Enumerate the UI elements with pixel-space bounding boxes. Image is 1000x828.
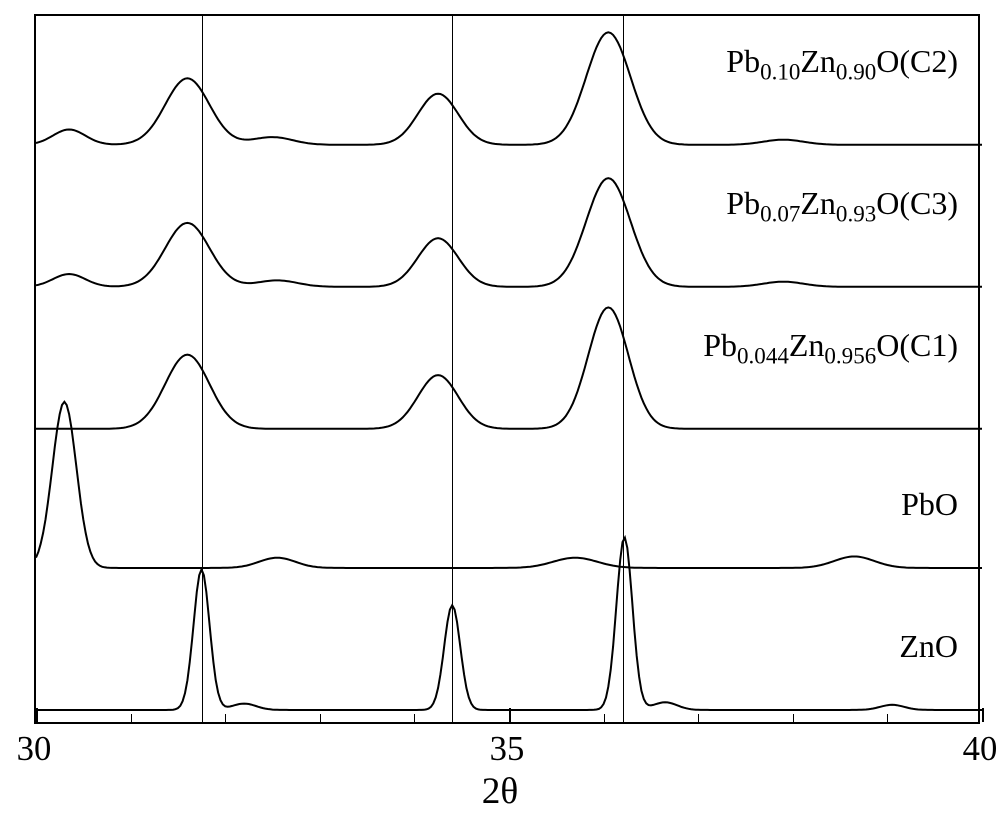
tick-major bbox=[36, 708, 38, 722]
tick-label: 30 bbox=[17, 730, 52, 769]
curve-pbo bbox=[36, 443, 982, 585]
x-axis-label: 2θ bbox=[482, 770, 519, 813]
tick-minor bbox=[604, 714, 605, 722]
curve-c3 bbox=[36, 159, 982, 301]
tick-minor bbox=[698, 714, 699, 722]
series-label-c2: Pb0.10Zn0.90O(C2) bbox=[726, 43, 958, 85]
pane-c3: Pb0.07Zn0.93O(C3) bbox=[36, 158, 978, 300]
pane-c1: Pb0.044Zn0.956O(C1) bbox=[36, 300, 978, 442]
pane-pbo: PbO bbox=[36, 442, 978, 584]
tick-label: 35 bbox=[490, 730, 525, 769]
plot-frame: Pb0.10Zn0.90O(C2) Pb0.07Zn0.93O(C3) Pb0.04… bbox=[34, 14, 980, 724]
curve-c2 bbox=[36, 17, 982, 159]
series-label-c3: Pb0.07Zn0.93O(C3) bbox=[726, 185, 958, 227]
tick-minor bbox=[887, 714, 888, 722]
series-label-pbo: PbO bbox=[901, 486, 958, 523]
pane-zno: ZnO bbox=[36, 584, 978, 726]
series-label-c1: Pb0.044Zn0.956O(C1) bbox=[703, 327, 958, 369]
series-label-zno: ZnO bbox=[899, 628, 958, 665]
tick-minor bbox=[131, 714, 132, 722]
tick-label: 40 bbox=[963, 730, 998, 769]
tick-minor bbox=[225, 714, 226, 722]
tick-minor bbox=[793, 714, 794, 722]
tick-major bbox=[509, 708, 511, 722]
tick-minor bbox=[414, 714, 415, 722]
xrd-figure: Pb0.10Zn0.90O(C2) Pb0.07Zn0.93O(C3) Pb0.04… bbox=[0, 0, 1000, 828]
tick-major bbox=[982, 708, 984, 722]
pane-c2: Pb0.10Zn0.90O(C2) bbox=[36, 16, 978, 158]
tick-minor bbox=[320, 714, 321, 722]
curve-zno bbox=[36, 585, 982, 727]
curve-c1 bbox=[36, 301, 982, 443]
